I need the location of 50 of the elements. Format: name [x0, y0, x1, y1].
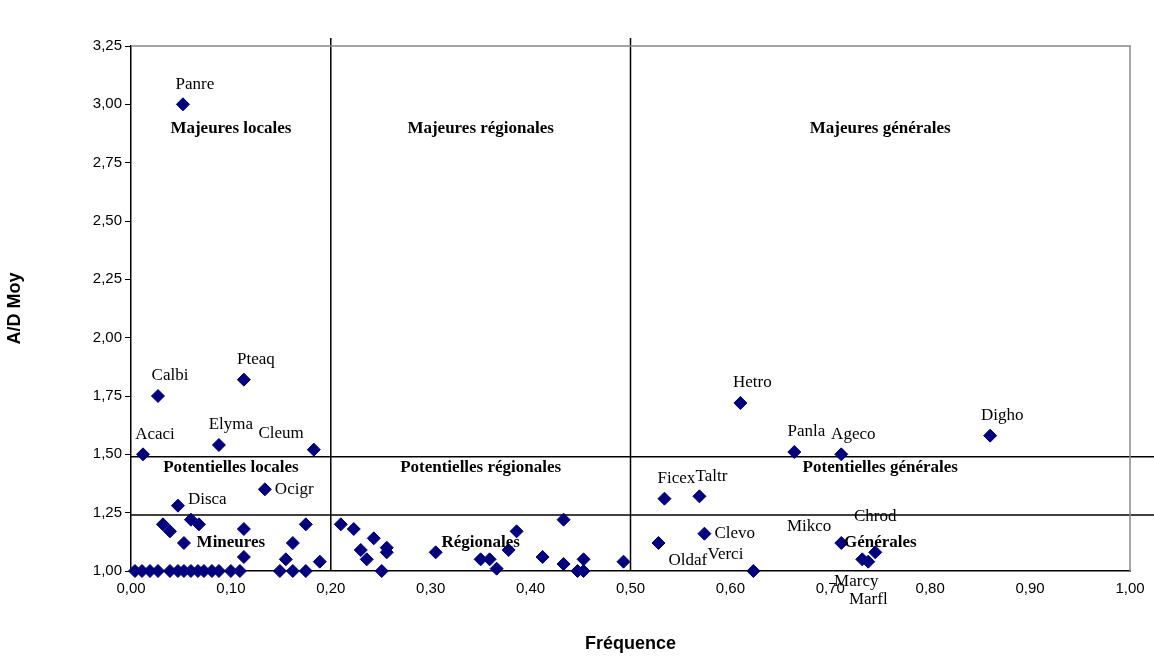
data-label: Pteaq [237, 349, 276, 369]
x-tick-label: 0,90 [1015, 579, 1045, 597]
x-tick-label: 0,60 [715, 579, 745, 597]
data-label: Digho [980, 405, 1024, 425]
x-tick-label: 0,10 [216, 579, 246, 597]
annotation: Potentielles locales [163, 457, 300, 477]
data-label: Cleum [258, 423, 304, 443]
annotation: Mineures [196, 532, 266, 552]
data-label: Disca [187, 489, 228, 509]
y-axis-title: A/D Moy [3, 272, 24, 345]
annotation: Régionales [441, 532, 521, 552]
data-label: Elyma [208, 414, 254, 434]
y-tick-label: 2,00 [92, 327, 122, 345]
annotation: Majeures régionales [407, 117, 555, 137]
data-label: Acaci [135, 423, 176, 443]
data-label: Panre [175, 73, 215, 93]
x-axis-title: Fréquence [584, 633, 677, 654]
y-tick-label: 1,75 [92, 386, 122, 404]
data-label: Ficex [657, 468, 696, 488]
y-tick-label: 2,25 [92, 269, 122, 287]
y-tick-label: 2,50 [92, 211, 122, 229]
y-tick-label: 2,75 [92, 152, 122, 170]
data-label: Taltr [695, 465, 728, 485]
y-tick-label: 3,25 [92, 36, 122, 54]
annotation: Générales [843, 532, 917, 552]
annotation: Potentielles régionales [400, 457, 562, 477]
y-tick-label: 3,00 [92, 94, 122, 112]
x-tick-label: 0,30 [416, 579, 446, 597]
x-tick-label: 0,00 [116, 579, 146, 597]
data-label: Panla [787, 421, 826, 441]
data-label: Verci [707, 544, 744, 564]
data-label: Ocigr [274, 478, 314, 498]
x-tick-label: 0,80 [915, 579, 945, 597]
data-label: Marfl [848, 589, 888, 609]
data-label: Hetro [733, 372, 772, 392]
annotation: Majeures locales [170, 117, 292, 137]
annotation: Majeures générales [809, 117, 952, 137]
annotation: Potentielles générales [802, 457, 959, 477]
x-tick-label: 0,20 [316, 579, 346, 597]
data-label: Clevo [714, 523, 756, 543]
data-label: Mikco [786, 516, 832, 536]
y-tick-label: 1,00 [92, 561, 122, 579]
data-label: Calbi [151, 365, 189, 385]
y-tick-label: 1,50 [92, 444, 122, 462]
x-tick-label: 0,40 [516, 579, 546, 597]
y-tick-label: 1,25 [92, 502, 122, 520]
x-tick-label: 1,00 [1115, 579, 1145, 597]
data-label: Ageco [831, 423, 876, 443]
x-tick-label: 0,50 [615, 579, 646, 597]
data-label: Oldaf [668, 550, 708, 570]
